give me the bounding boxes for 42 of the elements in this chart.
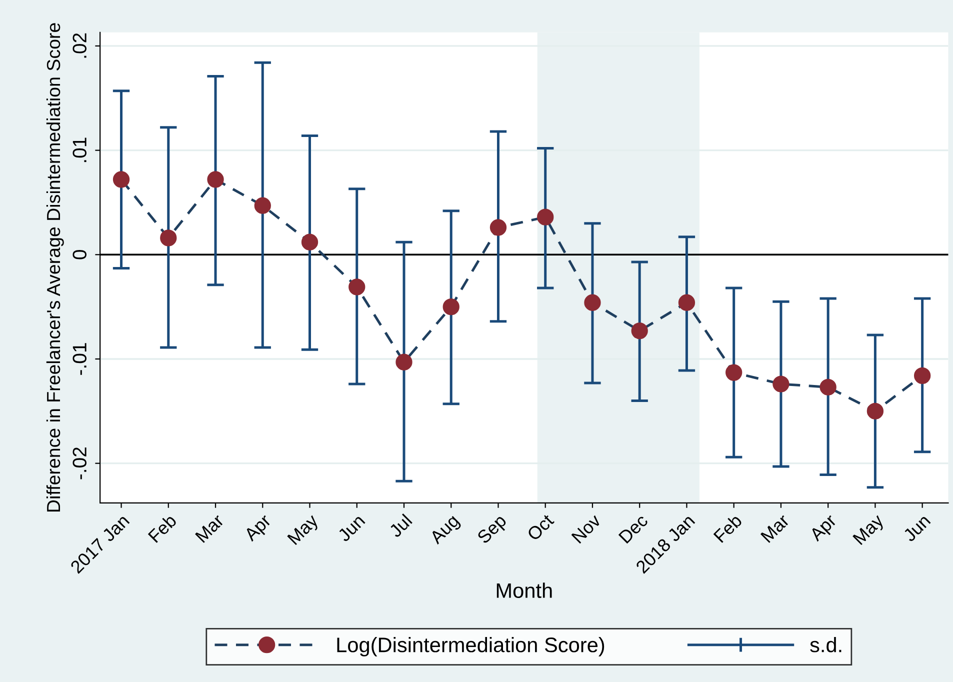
x-tick-label: Mar (195, 513, 225, 544)
point (490, 219, 507, 236)
point (678, 294, 696, 311)
y-axis-title: Difference in Freelancer's Average Disintermediation Score (46, 23, 64, 512)
x-tick-label: Nov (571, 513, 602, 544)
point (348, 278, 366, 296)
point (207, 171, 224, 188)
point (772, 376, 790, 392)
x-tick-label: May (852, 513, 888, 548)
point (866, 402, 884, 420)
legend-label: Log(Disintermediation Score) (337, 637, 604, 656)
point (396, 354, 412, 370)
point (301, 234, 318, 250)
x-tick-label: Jun (902, 514, 931, 542)
y-tick-label: .01 (72, 138, 86, 162)
x-tick-label: Jul (388, 514, 413, 538)
point (442, 298, 460, 316)
text: s.d. (810, 637, 842, 652)
point (726, 364, 742, 381)
point (820, 378, 836, 396)
x-tick-label: Apr (243, 513, 274, 544)
x-tick-label: Feb (712, 513, 743, 544)
x-tick-label: May (287, 513, 322, 548)
x-tick-label: Oct (526, 513, 555, 542)
point (584, 294, 601, 311)
y-tick-label: -.01 (72, 343, 86, 375)
y-tick-label: 0 (72, 250, 86, 260)
point (254, 197, 271, 214)
y-tick-label: .02 (72, 33, 86, 58)
y-tick-label: -.02 (72, 448, 86, 480)
point (537, 208, 554, 226)
x-tick-label: Apr (808, 513, 840, 544)
point (631, 322, 648, 340)
point (914, 367, 931, 384)
x-tick-label: Jun (336, 514, 366, 542)
point (160, 230, 177, 246)
x-tick-label: Feb (147, 513, 178, 544)
x-axis-title: Month (496, 582, 552, 598)
point (112, 171, 130, 188)
x-tick-label: Sep (476, 514, 510, 547)
x-tick-label: Mar (760, 513, 790, 544)
x-tick-label: Aug (428, 514, 462, 548)
